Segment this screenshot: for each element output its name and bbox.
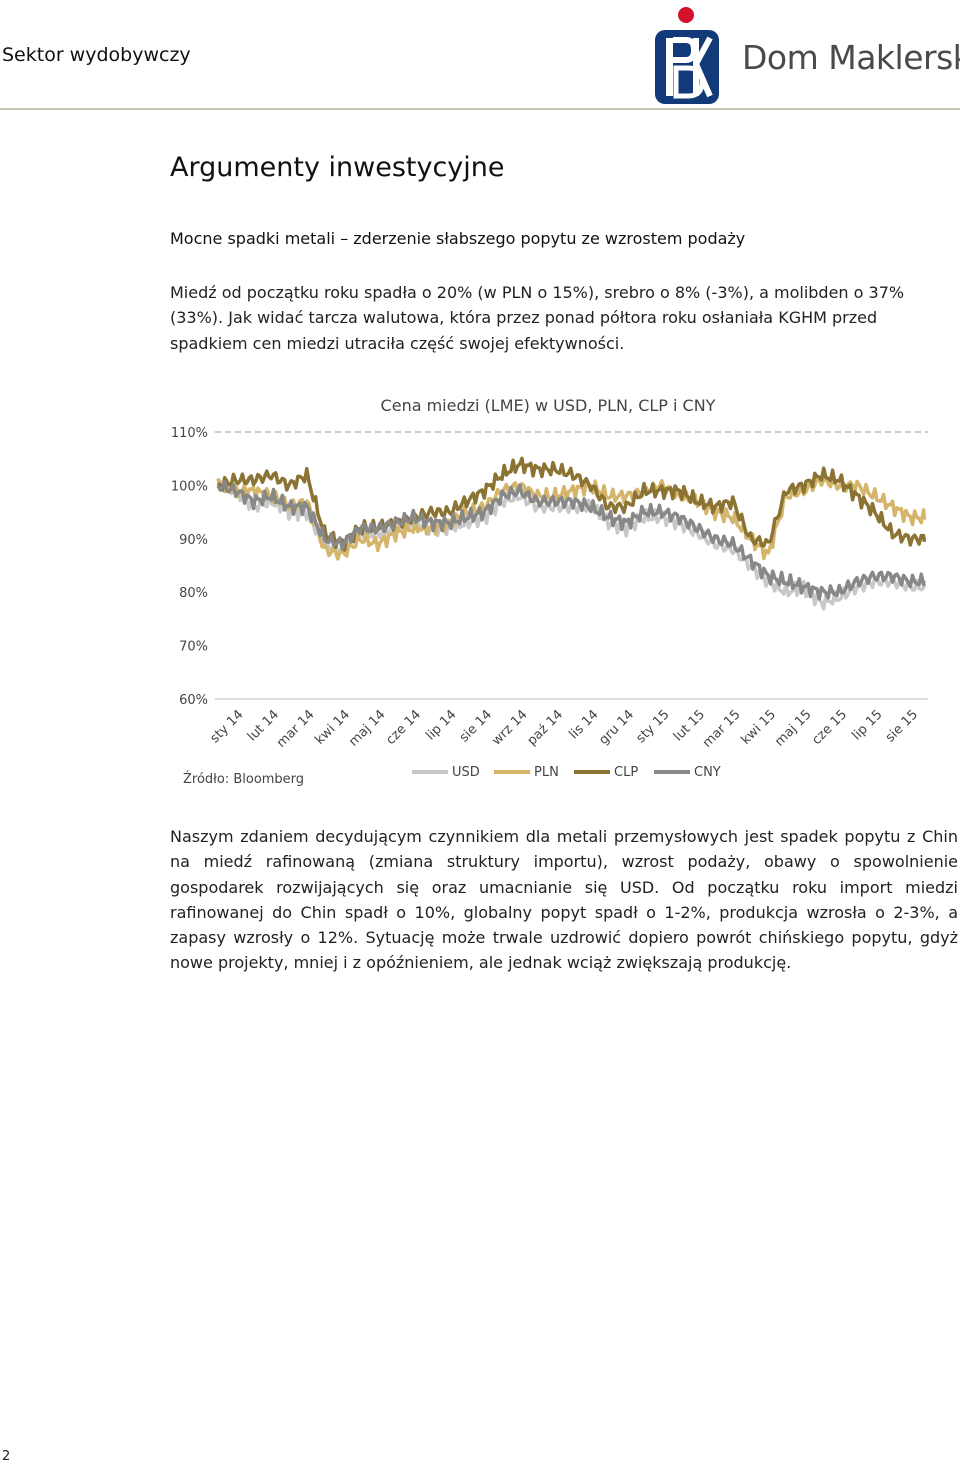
y-tick-label: 90% [179, 533, 208, 548]
pko-logo-graphic [655, 7, 719, 104]
subheading: Mocne spadki metali – zderzenie słabszeg… [170, 229, 746, 248]
pko-logo-icon [652, 4, 956, 108]
page-number: 2 [2, 1449, 11, 1464]
brand-name: Dom Maklerski [742, 38, 960, 77]
chart-title: Cena miedzi (LME) w USD, PLN, CLP i CNY [381, 396, 716, 415]
chart-y-axis: 60% 70% 80% 90% 100% 110% [171, 426, 928, 708]
copper-price-chart: Cena miedzi (LME) w USD, PLN, CLP i CNY … [171, 396, 928, 787]
series-line-cny [216, 479, 926, 601]
series-line-pln [216, 475, 927, 561]
y-tick-label: 60% [179, 693, 208, 708]
chart-legend: USD PLN CLP CNY [412, 765, 721, 780]
y-tick-label: 70% [179, 640, 208, 655]
x-tick-label: paź 14 [525, 707, 567, 749]
y-tick-label: 100% [171, 479, 208, 494]
legend-label: USD [452, 765, 480, 780]
x-tick-label: sty 15 [634, 707, 673, 746]
x-tick-label: sie 15 [883, 707, 921, 745]
header-section-title: Sektor wydobywczy [2, 44, 191, 66]
x-tick-label: lip 15 [849, 707, 885, 743]
x-tick-label: wrz 14 [489, 707, 530, 748]
legend-label: CLP [614, 765, 638, 780]
header-divider [0, 108, 960, 110]
x-tick-label: maj 14 [346, 707, 388, 749]
y-tick-label: 110% [171, 426, 208, 441]
x-tick-label: maj 15 [772, 707, 814, 749]
legend-label: CNY [694, 765, 721, 780]
chart-source: Źródło: Bloomberg [183, 771, 304, 787]
x-tick-label: mar 15 [700, 707, 744, 751]
chart-plot-area [216, 456, 927, 611]
y-tick-label: 80% [179, 586, 208, 601]
page-title: Argumenty inwestycyjne [170, 152, 505, 183]
paragraph-analysis: Naszym zdaniem decydującym czynnikiem dl… [170, 827, 958, 973]
x-tick-label: cze 15 [809, 707, 850, 748]
x-tick-label: sie 14 [457, 707, 495, 745]
legend-label: PLN [534, 765, 559, 780]
x-tick-label: kwi 15 [738, 707, 779, 748]
x-tick-label: cze 14 [383, 707, 424, 748]
x-tick-label: lip 14 [423, 707, 459, 743]
x-tick-label: sty 14 [208, 707, 247, 746]
x-tick-label: gru 14 [596, 707, 637, 748]
x-tick-label: kwi 14 [312, 707, 353, 748]
x-tick-label: mar 14 [274, 707, 318, 751]
paragraph-intro: Miedź od początku roku spadła o 20% (w P… [170, 283, 905, 353]
